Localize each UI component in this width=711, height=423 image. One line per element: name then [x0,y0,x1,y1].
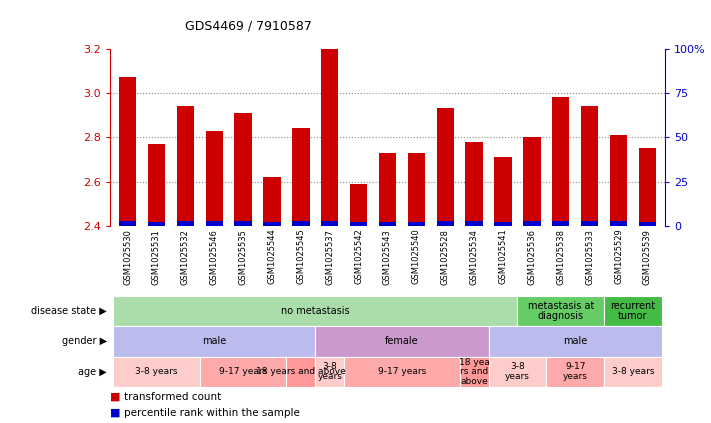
Text: 9-17
years: 9-17 years [563,363,588,381]
Bar [263,222,281,226]
Bar [610,135,627,226]
Text: 18 yea
rs and
above: 18 yea rs and above [459,357,490,386]
Text: 9-17 years: 9-17 years [219,367,267,376]
Text: 3-8 years: 3-8 years [135,367,178,376]
Text: GDS4469 / 7910587: GDS4469 / 7910587 [186,19,312,32]
Text: male: male [202,336,226,346]
Bar [119,77,137,226]
Bar [176,106,194,226]
Bar [407,222,425,226]
Text: transformed count: transformed count [124,392,222,402]
Bar [638,222,656,226]
Bar [119,220,137,226]
Text: recurrent
tumor: recurrent tumor [611,300,656,321]
Text: 18 years and above: 18 years and above [256,367,346,376]
Bar [638,148,656,226]
Bar [235,220,252,226]
Text: age ▶: age ▶ [78,367,107,377]
Bar [494,222,512,226]
Bar [235,113,252,226]
Bar [350,222,368,226]
Text: 3-8
years: 3-8 years [317,363,342,381]
Text: disease state ▶: disease state ▶ [31,306,107,316]
Text: male: male [563,336,587,346]
Bar [321,49,338,226]
Text: 3-8
years: 3-8 years [505,363,530,381]
Bar [581,220,599,226]
Bar [148,222,165,226]
Bar [379,153,396,226]
Text: gender ▶: gender ▶ [62,336,107,346]
Bar [466,142,483,226]
Bar [292,220,309,226]
Bar [466,220,483,226]
Bar [205,220,223,226]
Bar [263,177,281,226]
Bar [292,129,309,226]
Text: female: female [385,336,419,346]
Bar [437,220,454,226]
Bar [350,184,368,226]
Bar [523,220,540,226]
Bar [148,144,165,226]
Bar [581,106,599,226]
Bar [494,157,512,226]
Bar [379,222,396,226]
Bar [205,131,223,226]
Bar [552,97,570,226]
Text: 3-8 years: 3-8 years [611,367,654,376]
Bar [176,220,194,226]
Bar [407,153,425,226]
Text: metastasis at
diagnosis: metastasis at diagnosis [528,300,594,321]
Text: 9-17 years: 9-17 years [378,367,426,376]
Text: ■: ■ [110,408,121,418]
Text: percentile rank within the sample: percentile rank within the sample [124,408,300,418]
Bar [437,108,454,226]
Bar [610,220,627,226]
Text: no metastasis: no metastasis [281,306,350,316]
Bar [552,220,570,226]
Bar [523,137,540,226]
Text: ■: ■ [110,392,121,402]
Bar [321,220,338,226]
